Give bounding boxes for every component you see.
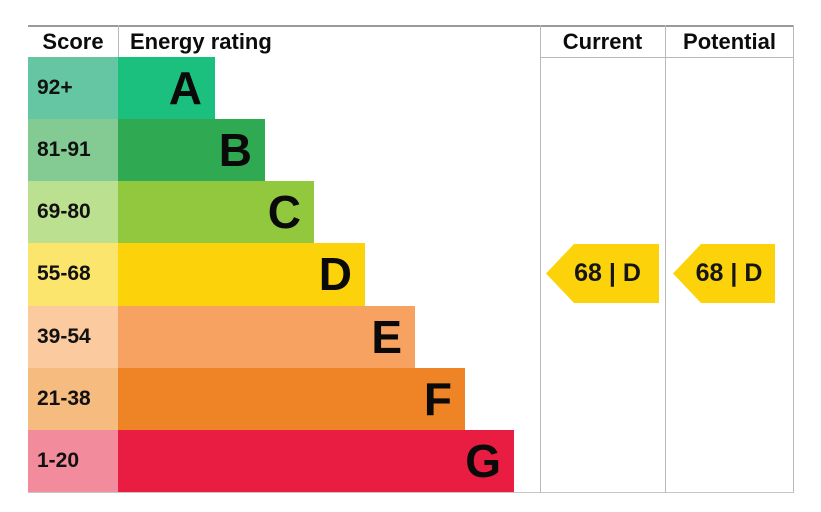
header-potential: Potential [683,29,776,54]
band-bar: B [118,119,265,182]
band-row: 69-80 C [28,181,540,244]
band-score-cell: 55-68 [28,243,118,306]
header-bottom-border [540,57,794,58]
band-score-cell: 81-91 [28,119,118,182]
current-arrow: 68 | D [546,244,659,303]
band-score-cell: 21-38 [28,367,118,430]
band-score-cell: 39-54 [28,305,118,368]
band-bar: E [118,305,415,368]
table-bottom-border [28,492,794,493]
band-row: 81-91 B [28,119,540,182]
current-column-divider [540,25,541,493]
potential-arrow: 68 | D [673,244,775,303]
rating-bands: 92+ A 81-91 B 69-80 C 55-68 D 39-54 E 21… [28,57,540,492]
score-column-divider [118,25,119,57]
band-score-cell: 1-20 [28,429,118,492]
band-score-cell: 92+ [28,57,118,120]
band-row: 21-38 F [28,367,540,430]
band-row: 55-68 D [28,243,540,306]
band-bar: F [118,367,465,430]
header-score: Score [42,29,104,54]
table-right-border [793,25,794,493]
header-row: Score Energy rating Current Potential [28,27,794,57]
epc-table: Score Energy rating Current Potential 92… [28,25,794,493]
band-score-cell: 69-80 [28,181,118,244]
band-row: 92+ A [28,57,540,120]
band-row: 39-54 E [28,305,540,368]
band-row: 1-20 G [28,429,540,492]
table-top-border [28,25,794,27]
header-current: Current [562,29,643,54]
potential-column-divider [665,25,666,493]
band-bar: D [118,243,365,306]
band-bar: C [118,181,314,244]
band-bar: A [118,57,215,120]
band-bar: G [118,429,514,492]
header-energy-rating: Energy rating [130,29,272,54]
